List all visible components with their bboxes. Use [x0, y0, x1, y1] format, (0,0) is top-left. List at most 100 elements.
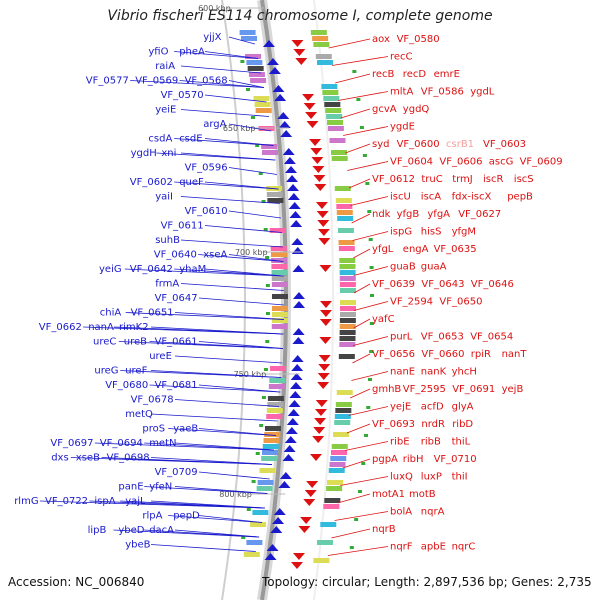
- left-gene-label: pepD: [173, 511, 200, 522]
- left-feature-block: [269, 228, 286, 233]
- left-gene-arrow: [286, 418, 299, 425]
- right-gene-label: ribH: [403, 454, 424, 465]
- right-leader-line: [331, 56, 389, 66]
- right-gene-arrow: [291, 562, 304, 569]
- right-gene-label: VF_0654: [470, 332, 513, 343]
- left-gene-arrow: [288, 202, 301, 209]
- right-feature-block: [339, 276, 356, 281]
- left-gene-arrow: [292, 292, 305, 299]
- left-gene-label: VF_0709: [155, 467, 198, 478]
- right-gene-label: nrdR: [421, 419, 445, 430]
- right-gene-label: VF_0643: [421, 279, 464, 290]
- left-gene-label: csdA: [148, 134, 172, 145]
- marker-tick: [369, 322, 374, 325]
- left-gene-label: VF_0602: [130, 177, 173, 188]
- left-feature-block: [253, 96, 270, 101]
- left-gene-label: yaeB: [173, 424, 198, 435]
- left-gene-arrow: [266, 544, 279, 551]
- right-gene-label: pepB: [507, 192, 533, 203]
- right-leader-line: [348, 178, 371, 189]
- left-gene-label: VF_0577: [86, 76, 129, 87]
- right-leader-line: [338, 91, 389, 101]
- marker-tick: [349, 546, 354, 549]
- marker-tick: [361, 462, 366, 465]
- right-gene-arrow: [318, 238, 331, 245]
- left-feature-block: [271, 306, 288, 311]
- right-feature-block: [334, 414, 351, 419]
- right-gene-arrow: [319, 337, 332, 344]
- kbp-label: 700 kbp: [235, 248, 268, 257]
- right-leader-line: [346, 423, 371, 434]
- right-gene-arrow: [317, 382, 330, 389]
- left-gene-label: yjjX: [203, 32, 221, 43]
- left-leader-line: [174, 138, 274, 146]
- right-feature-block: [334, 420, 351, 425]
- left-gene-arrow: [292, 301, 305, 308]
- left-gene-label: yfeN: [149, 482, 172, 493]
- left-leader-line: [124, 268, 284, 277]
- left-leader-line: [198, 471, 270, 480]
- left-gene-arrow: [290, 382, 303, 389]
- left-feature-block: [271, 282, 288, 287]
- right-feature-block: [333, 432, 350, 437]
- left-gene-arrow: [277, 112, 290, 119]
- left-feature-block: [250, 78, 267, 83]
- left-gene-label: yhaM: [179, 264, 206, 275]
- right-gene-arrow: [306, 121, 319, 128]
- kbp-label: 650 kbp: [223, 124, 256, 133]
- right-feature-block: [335, 402, 352, 407]
- left-gene-arrow: [282, 148, 295, 155]
- left-gene-label: VF_0569: [135, 76, 178, 87]
- right-leader-line: [335, 73, 371, 84]
- right-gene-arrow: [316, 211, 329, 218]
- right-gene-label: VF_2594: [390, 297, 433, 308]
- right-gene-label: nanK: [421, 367, 447, 378]
- right-gene-label: thiI: [452, 472, 468, 483]
- right-gene-label: VF_0586: [421, 87, 464, 98]
- left-feature-block: [261, 456, 278, 461]
- left-leader-line: [113, 529, 260, 538]
- right-gene-arrow: [291, 40, 304, 47]
- left-gene-arrow: [283, 445, 296, 452]
- right-feature-block: [325, 108, 342, 113]
- left-gene-label: VF_0694: [100, 438, 143, 449]
- left-gene-label: suhB: [155, 235, 180, 246]
- left-gene-label: frmA: [155, 279, 179, 290]
- right-gene-arrow: [298, 526, 311, 533]
- marker-tick: [246, 508, 251, 511]
- marker-tick: [369, 266, 374, 269]
- right-gene-arrow: [319, 265, 332, 272]
- right-feature-block: [339, 288, 356, 293]
- left-gene-label: ybeB: [125, 540, 150, 551]
- marker-tick: [265, 256, 270, 259]
- right-gene-label: VF_0646: [471, 279, 514, 290]
- left-gene-arrow: [292, 328, 305, 335]
- right-gene-label: VF_0600: [397, 139, 440, 150]
- right-gene-label: engA: [403, 244, 429, 255]
- right-gene-label: acfD: [421, 402, 444, 413]
- right-feature-block: [331, 450, 347, 455]
- right-feature-block: [323, 504, 340, 509]
- left-leader-line: [180, 109, 270, 117]
- right-feature-block: [335, 408, 352, 413]
- left-feature-block: [257, 480, 274, 485]
- right-gene-label: guaA: [421, 262, 447, 273]
- right-gene-arrow: [310, 148, 323, 155]
- right-gene-arrow: [306, 481, 319, 488]
- left-gene-label: pheA: [179, 47, 205, 58]
- right-gene-label: VF_0691: [452, 384, 495, 395]
- right-leader-line: [349, 388, 371, 399]
- left-feature-block: [262, 444, 279, 449]
- right-feature-block: [327, 480, 344, 485]
- left-feature-block: [271, 264, 288, 269]
- right-feature-block: [336, 390, 353, 395]
- marker-tick: [261, 396, 266, 399]
- left-leader-line: [198, 297, 285, 306]
- left-gene-label: VF_0681: [155, 380, 198, 391]
- marker-tick: [367, 378, 372, 381]
- left-gene-label: VF_0647: [155, 293, 198, 304]
- left-gene-label: VF_0661: [155, 337, 198, 348]
- marker-tick: [258, 172, 263, 175]
- right-leader-line: [353, 283, 371, 294]
- right-leader-line: [327, 546, 389, 556]
